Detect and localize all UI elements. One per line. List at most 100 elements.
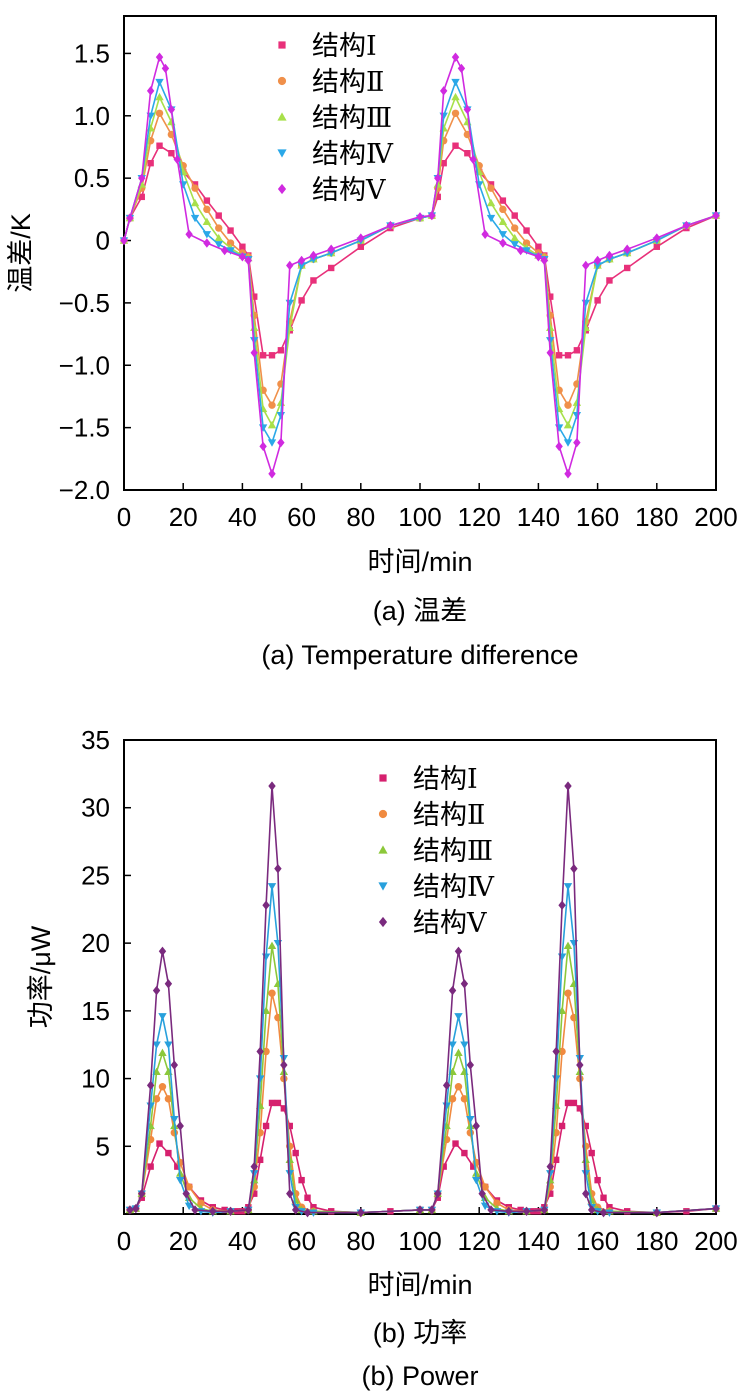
chart-b-data-point [256,1156,264,1164]
chart-a-data-point [499,197,507,204]
chart-a-data-point [486,198,496,207]
chart-a-data-point [267,420,277,429]
chart-b-data-point [448,985,457,996]
chart-b-data-point [255,1075,265,1083]
chart-b-data-point [152,985,161,996]
chart-a-x-tick-label: 0 [117,502,131,532]
chart-b-x-tick-label: 160 [576,1226,619,1256]
chart-b-data-point [251,1190,258,1197]
chart-a-data-point [428,210,436,221]
chart-b-data-point [452,1140,459,1147]
chart-a-y-axis-label: 温差/K [6,213,36,293]
chart-a-data-point [564,469,572,479]
chart-b-legend-item: 结构Ⅰ [379,764,478,795]
chart-b-legend-label: 结构Ⅰ [413,764,478,795]
chart-a-data-point [498,217,508,226]
chart-a-data-point [214,241,223,249]
chart-a-data-point [155,78,164,87]
chart-b-series-line [129,1102,717,1214]
chart-b-data-point [582,1122,589,1130]
chart-a-data-point [653,243,660,250]
chart-a-data-point [146,86,155,96]
chart-a-data-point [572,411,582,420]
chart-a-data-point [451,109,460,117]
chart-b-data-point [152,1095,161,1103]
chart-a-data-point [511,212,518,219]
chart-b-x-tick-label: 140 [517,1226,560,1256]
chart-b-data-point [182,1188,190,1199]
chart-a-data-point [215,212,222,219]
chart-b-x-tick-label: 80 [346,1226,375,1256]
chart-a-data-point [555,352,563,359]
chart-b-data-point [267,941,277,950]
chart-b-data-point [285,1170,294,1178]
chart-b-data-point [564,1099,572,1107]
chart-a-legend-item: 结构Ⅴ [277,175,386,206]
chart-a-data-point [464,150,471,157]
chart-a-legend-item: 结构Ⅲ [277,103,392,134]
chart-b-data-point [176,1176,185,1185]
chart-a-data-point [563,439,573,447]
chart-b-legend-item: 结构Ⅱ [378,800,485,831]
chart-b-data-point [268,989,276,997]
chart-b-data-point [304,1194,311,1201]
chart-a-data-point [155,92,164,101]
chart-a-data-point [546,337,555,345]
chart-a-data-point [357,243,364,250]
chart-a-data-point [147,159,154,167]
chart-b-data-point [558,1122,566,1130]
chart-a-y-tick-label: 1.0 [74,101,110,131]
chart-a-data-point [268,469,276,479]
chart-b-data-point [158,1082,167,1091]
chart-a-legend-label: 结构Ⅰ [312,31,377,62]
chart-b-data-point [292,1149,299,1157]
chart-b-data-point [244,1205,253,1215]
chart-b-data-point [268,1099,276,1107]
chart-b-caption-en: (b) Power [361,1361,478,1391]
chart-a-data-point [606,277,613,284]
chart-b-y-axis-label: 功率/μW [26,925,56,1028]
chart-b-data-point [440,1163,447,1170]
chart-a-x-tick-label: 180 [635,502,678,532]
chart-b-data-point [466,1060,475,1070]
chart-b-data-point [478,1188,486,1199]
chart-a-data-point [486,214,496,223]
chart-b-data-point [165,1149,172,1157]
chart-b-y-tick-label: 25 [81,860,110,890]
chart-a-x-tick-label: 100 [398,502,441,532]
chart-b-data-point [428,1205,436,1215]
chart-b-data-point [461,1149,468,1157]
chart-b-data-point [434,1188,442,1199]
chart-a-data-point [487,184,495,192]
chart-b-data-point [152,1041,161,1049]
chart-b-data-point [472,1121,480,1131]
chart-b-data-point [158,1013,167,1021]
chart-b-data-point [481,1183,489,1191]
chart-a-series-2 [120,109,720,409]
chart-a-data-point [499,205,507,214]
chart-b-data-point [558,900,566,910]
chart-a-data-point [452,142,459,149]
chart-b-series-line [129,992,717,1214]
chart-b-data-point [448,1095,457,1103]
chart-b-data-point [286,1188,294,1199]
chart-b-data-point [599,1207,608,1218]
chart-b-data-point [442,1080,451,1091]
chart-a-data-point [522,247,531,255]
chart-b-data-point [170,1060,179,1070]
chart-a-data-point [226,247,235,255]
chart-a-caption-cn: (a) 温差 [373,596,468,626]
chart-b-legend-marker [378,809,388,819]
chart-b-x-tick-label: 60 [287,1226,316,1256]
chart-a-data-point [522,239,531,247]
chart-b-data-point [256,1046,264,1057]
chart-a-data-point [259,352,267,359]
chart-a-data-point [511,224,519,232]
chart-a-data-point [277,437,285,448]
chart-a-data-point [563,420,573,429]
chart-b-data-point [267,883,277,891]
chart-b-legend-marker [379,774,387,782]
chart-a-data-point [605,250,614,261]
chart-a-data-point [268,401,276,409]
chart-a-data-point [155,109,164,117]
